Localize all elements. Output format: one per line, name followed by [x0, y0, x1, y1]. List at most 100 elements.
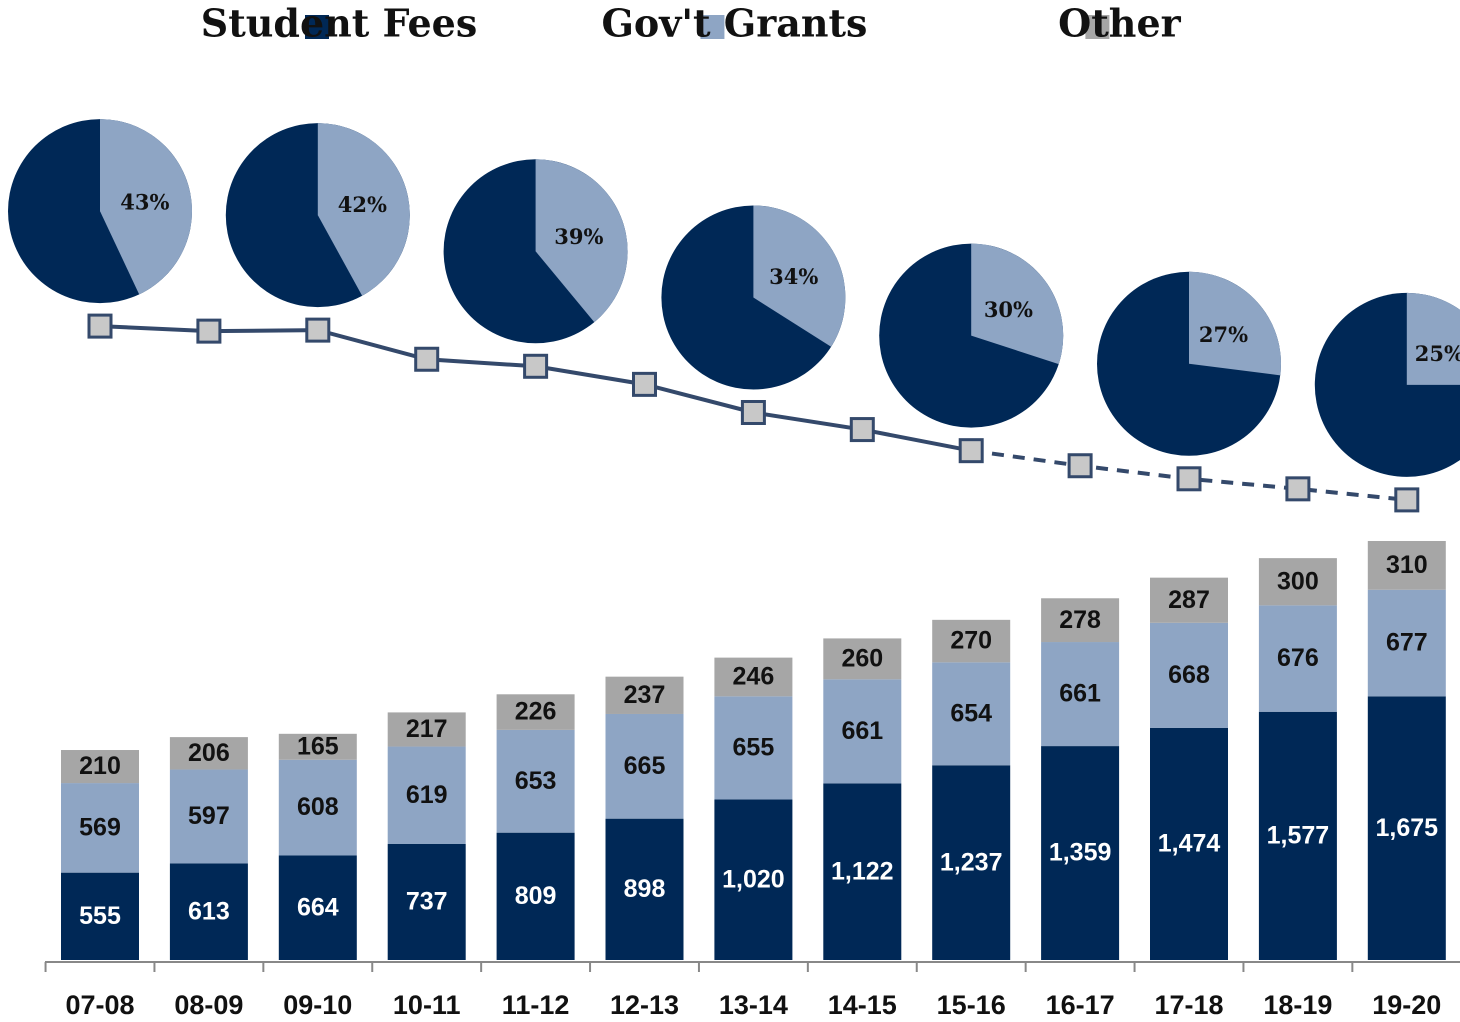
bar-segment [387, 843, 466, 960]
bar-segment [605, 713, 684, 819]
data-label: 664 [297, 893, 339, 921]
data-label: 1,020 [722, 865, 785, 893]
bar-segment [932, 619, 1011, 663]
data-label: 246 [733, 663, 775, 691]
pie-slice [100, 119, 192, 295]
line-marker [196, 318, 222, 344]
legend-swatch [700, 15, 725, 39]
data-label: 898 [624, 875, 666, 903]
data-label: 287 [1168, 586, 1210, 614]
line-marker [523, 353, 549, 379]
legend-label: Student Fees [201, 1, 477, 46]
line-marker [849, 417, 875, 443]
line-marker [414, 346, 440, 372]
bar-segment [823, 638, 902, 680]
bar-segment [1150, 622, 1228, 728]
data-label: 665 [624, 752, 666, 780]
bar-segment [387, 712, 466, 747]
bar-segment [1150, 727, 1228, 960]
data-label: 206 [188, 739, 230, 767]
x-tick-label: 11-12 [502, 990, 570, 1020]
pie-label: 27% [1199, 322, 1248, 347]
legend-swatch [1085, 15, 1110, 39]
line-marker [632, 371, 657, 397]
data-label: 270 [950, 627, 992, 655]
x-tick-label: 17-18 [1154, 990, 1223, 1020]
data-label: 226 [515, 698, 557, 726]
x-tick-label: 16-17 [1046, 990, 1115, 1020]
data-label: 217 [406, 715, 448, 743]
bar-segment [823, 679, 902, 784]
pie-label: 34% [769, 264, 818, 289]
line-marker [1176, 466, 1202, 492]
bar-segment [61, 783, 139, 873]
data-label: 653 [515, 767, 557, 795]
pie-label: 25% [1415, 341, 1460, 366]
pie-slice [1406, 292, 1460, 385]
data-label: 1,675 [1376, 814, 1439, 842]
data-label: 278 [1059, 606, 1101, 634]
pie-label: 30% [984, 297, 1033, 322]
bar-segment [1367, 589, 1446, 697]
line-marker [305, 317, 331, 343]
bar-segment [714, 799, 793, 960]
line-marker [1285, 476, 1311, 502]
bar-segment [496, 729, 575, 833]
bar-segment [278, 733, 357, 760]
data-label: 1,474 [1158, 830, 1221, 858]
bar-segment [1041, 642, 1120, 747]
bar-segment [605, 676, 684, 714]
data-label: 661 [1059, 680, 1101, 708]
bar-segment [714, 696, 793, 800]
x-tick-label: 18-19 [1263, 990, 1332, 1020]
x-tick-label: 07-08 [65, 990, 134, 1020]
bar-segment [496, 694, 575, 730]
pie-slice [753, 205, 846, 347]
x-tick-label: 19-20 [1372, 990, 1441, 1020]
bar-segment [1258, 558, 1337, 606]
data-label: 597 [188, 802, 230, 830]
bar-segment [278, 759, 357, 856]
data-label: 737 [406, 888, 448, 916]
data-label: 677 [1386, 629, 1428, 657]
bar-segment [1150, 577, 1228, 623]
data-label: 210 [79, 752, 121, 780]
x-tick-label: 14-15 [828, 990, 897, 1020]
x-tick-label: 15-16 [937, 990, 1006, 1020]
bar-segment [932, 765, 1011, 960]
data-label: 1,237 [940, 848, 1003, 876]
data-label: 668 [1168, 661, 1210, 689]
pie-label: 43% [120, 190, 169, 215]
bar-segment [61, 750, 139, 784]
data-label: 555 [79, 902, 121, 930]
data-label: 654 [950, 699, 992, 727]
data-label: 676 [1277, 644, 1319, 672]
legend-swatch [305, 15, 329, 39]
legend-label: Other [1058, 1, 1181, 46]
data-label: 165 [297, 732, 339, 760]
line-marker [87, 313, 113, 339]
bar-segment [714, 657, 793, 697]
data-label: 619 [406, 781, 448, 809]
pie-slice [1189, 271, 1281, 376]
bar-segment [823, 783, 902, 960]
bar-segment [496, 832, 575, 960]
line-marker [1067, 453, 1093, 479]
data-label: 809 [515, 882, 557, 910]
bar-segment [387, 746, 466, 844]
pie-slice [971, 243, 1064, 365]
x-tick-label: 13-14 [719, 990, 788, 1020]
data-label: 300 [1277, 567, 1319, 595]
pie-slice [535, 159, 628, 323]
line-marker [1394, 487, 1420, 513]
bar-segment [169, 863, 248, 960]
bar-segment [1367, 696, 1446, 960]
data-label: 661 [841, 717, 883, 745]
data-label: 608 [297, 793, 339, 821]
data-label: 1,359 [1049, 839, 1112, 867]
data-label: 310 [1386, 551, 1428, 579]
pie-label: 39% [554, 224, 603, 249]
x-tick-label: 09-10 [283, 990, 352, 1020]
data-label: 1,577 [1267, 821, 1330, 849]
